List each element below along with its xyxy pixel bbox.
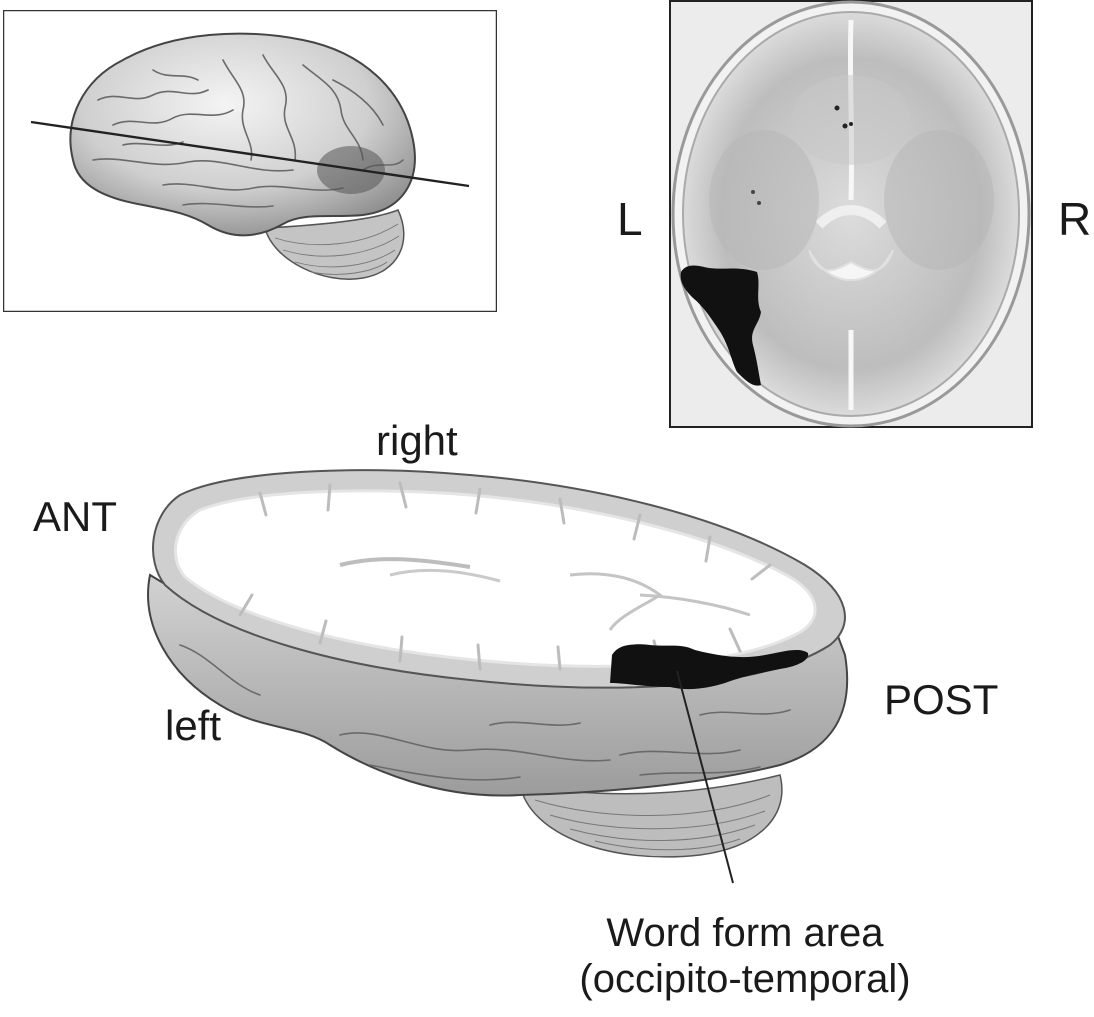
callout-pointer	[676, 670, 734, 884]
word-form-area-highlight	[610, 644, 809, 690]
axial-scan-image	[669, 0, 1033, 428]
slice-illustration	[147, 469, 849, 884]
slice-illustration-panel	[140, 455, 875, 885]
label-post: POST	[884, 676, 999, 723]
region-highlight	[317, 146, 385, 194]
lateral-brain-illustration	[3, 10, 497, 312]
scan-label-left: L	[617, 193, 643, 245]
label-right: right	[376, 417, 458, 464]
activation-blob	[680, 265, 761, 386]
scan-label-right: R	[1058, 193, 1092, 245]
axial-scan-panel	[669, 0, 1033, 428]
lateral-brain-panel	[3, 10, 497, 312]
label-left: left	[165, 702, 222, 749]
label-ant: ANT	[33, 493, 117, 540]
callout-line-2: (occipito-temporal)	[579, 957, 911, 1001]
callout-line-1: Word form area	[606, 911, 884, 955]
callout-caption: Word form area (occipito-temporal)	[540, 910, 950, 1002]
slice-plane-line	[30, 120, 470, 188]
